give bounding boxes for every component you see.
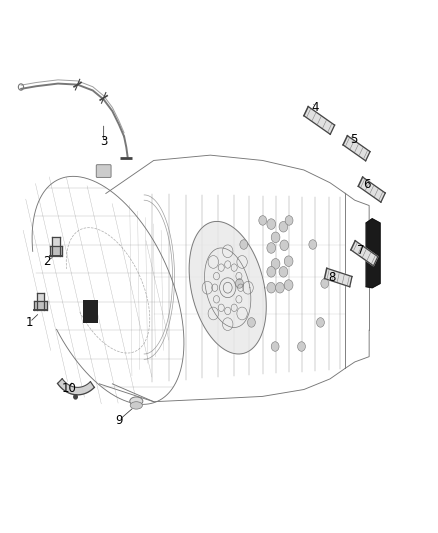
Text: 6: 6 (363, 178, 371, 191)
Polygon shape (366, 219, 380, 288)
Circle shape (285, 216, 293, 225)
Polygon shape (325, 268, 352, 287)
Circle shape (240, 240, 247, 249)
Circle shape (280, 240, 289, 251)
Circle shape (267, 266, 276, 277)
Circle shape (236, 279, 244, 288)
Circle shape (284, 256, 293, 266)
Circle shape (271, 342, 279, 351)
Polygon shape (52, 237, 60, 256)
Circle shape (267, 219, 276, 229)
FancyBboxPatch shape (96, 165, 111, 177)
Polygon shape (189, 221, 266, 354)
Circle shape (259, 216, 267, 225)
Circle shape (284, 280, 293, 290)
Text: 8: 8 (328, 271, 336, 284)
Text: 10: 10 (61, 382, 76, 395)
Text: 7: 7 (357, 244, 364, 257)
Ellipse shape (130, 397, 143, 406)
Text: 9: 9 (115, 414, 123, 427)
Circle shape (247, 318, 255, 327)
Polygon shape (358, 177, 385, 202)
Circle shape (279, 266, 288, 277)
Circle shape (74, 395, 77, 399)
Circle shape (321, 279, 328, 288)
Bar (83, 300, 99, 323)
Polygon shape (351, 241, 378, 266)
Ellipse shape (130, 402, 142, 409)
Circle shape (276, 282, 284, 293)
Circle shape (309, 240, 317, 249)
Text: 1: 1 (26, 316, 33, 329)
Text: 4: 4 (311, 101, 318, 114)
Circle shape (267, 282, 276, 293)
Text: 5: 5 (350, 133, 357, 146)
Text: 2: 2 (43, 255, 51, 268)
Polygon shape (35, 301, 47, 310)
Circle shape (279, 221, 288, 232)
Circle shape (267, 243, 276, 253)
Circle shape (271, 232, 280, 243)
Polygon shape (57, 378, 94, 395)
Polygon shape (304, 107, 335, 134)
Polygon shape (343, 136, 370, 161)
Polygon shape (37, 293, 45, 310)
Polygon shape (49, 246, 62, 256)
Circle shape (271, 259, 280, 269)
Text: 3: 3 (100, 135, 107, 148)
Circle shape (297, 342, 305, 351)
Circle shape (317, 318, 325, 327)
